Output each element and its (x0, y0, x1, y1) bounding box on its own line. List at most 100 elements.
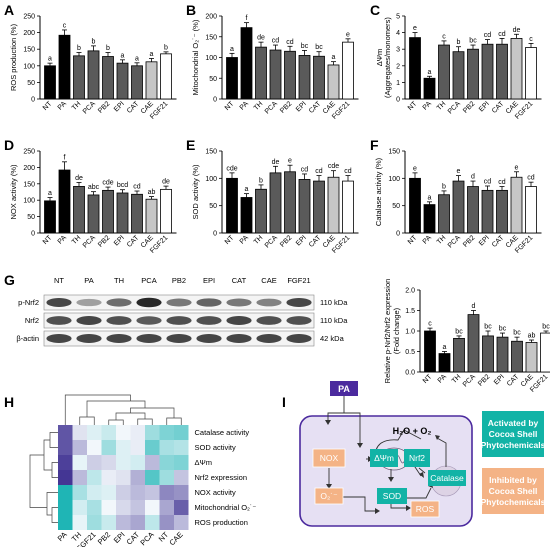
sod-label: SOD (383, 491, 401, 501)
significance-letter: de (75, 175, 83, 182)
x-tick-label: PB2 (97, 100, 111, 114)
bar-epi (481, 189, 494, 234)
heatmap-cell (159, 500, 174, 515)
bar-th (438, 194, 450, 234)
x-tick-label: PA (239, 100, 250, 111)
heatmap-cell (130, 440, 145, 455)
blot-band (46, 298, 72, 307)
bar-fgf21 (160, 53, 172, 100)
significance-letter: c (428, 321, 432, 328)
bar-cae (327, 176, 340, 234)
heatmap-cell (58, 440, 73, 455)
dendrogram-branch (166, 417, 182, 425)
dendrogram-branch (29, 454, 47, 508)
x-tick-label: PA (57, 100, 68, 111)
heatmap-cell (159, 455, 174, 470)
x-tick-label: TH (253, 100, 265, 112)
heatmap-cell (72, 470, 87, 485)
y-tick-label: 200 (205, 14, 217, 21)
y-tick-label: 100 (205, 55, 217, 62)
western-blot: NT PA TH PCA PB2 EPI CAT CAE FGF21 p-Nrf2 110 kDa N… (16, 276, 348, 347)
y-tick-label: 0 (31, 231, 35, 238)
x-tick-label: TH (451, 373, 463, 385)
blot-band (136, 334, 162, 343)
blot-lane-label: FGF21 (287, 276, 310, 285)
legend-activated-line-3: Phytochemicals (481, 440, 546, 450)
blot-band (256, 334, 282, 343)
bar-cat (131, 193, 143, 234)
y-axis-label: Relative p-Nrf2/Nrf2 expression (383, 279, 392, 384)
bar-epi (298, 55, 311, 100)
superoxide-label: O₂˙⁻ (320, 491, 338, 501)
y-tick-label: 200 (23, 165, 35, 172)
dendrogram-branch (46, 492, 58, 516)
bar-cae (510, 176, 523, 234)
significance-letter: a (230, 46, 234, 53)
y-tick-label: 150 (205, 149, 217, 156)
bar-pa (438, 353, 451, 373)
significance-letter: bcd (117, 182, 128, 189)
significance-letter: de (162, 179, 170, 186)
y-tick-label: 250 (23, 14, 35, 21)
catalase-box (428, 470, 466, 486)
x-tick-label: PA (422, 100, 433, 111)
legend-activated-line-2: Cocoa Shell (489, 429, 538, 439)
bar-nt (226, 177, 238, 234)
heatmap-cell (72, 500, 87, 515)
significance-letter: cd (272, 38, 280, 45)
y-axis-label-2: (Fold change) (392, 307, 401, 354)
blot-band (76, 316, 102, 325)
x-tick-label: CAT (308, 234, 323, 249)
blot-row-label: p-Nrf2 (18, 298, 39, 307)
heatmap-cell (87, 500, 102, 515)
panel-label-a: A (4, 2, 14, 18)
blot-size-label: 110 kDa (320, 298, 348, 307)
y-axis-label: ROS production (%) (9, 23, 18, 91)
bar-th (255, 188, 267, 234)
bar-fgf21 (160, 188, 172, 234)
x-tick-label: PCA (264, 100, 279, 115)
blot-band (166, 316, 192, 325)
y-tick-label: 250 (23, 149, 35, 156)
chart-membrane-potential: 0 1 2 3 4 5 ΔΨm (Aggregates/monomers) e NT a PA c TH b… (375, 14, 542, 121)
blot-lane-label: PA (84, 276, 93, 285)
heatmap-cell (145, 425, 160, 440)
significance-letter: a (245, 186, 249, 193)
heatmap-row-label: ΔΨm (195, 458, 213, 467)
panel-label-c: C (370, 2, 380, 18)
x-tick-label: CAT (491, 100, 506, 115)
bar-pca (452, 180, 465, 234)
x-tick-label: PCA (462, 373, 477, 388)
dendrogram-branch (79, 416, 95, 425)
significance-letter: e (457, 168, 461, 175)
panel-label-g: G (4, 272, 15, 288)
significance-letter: b (77, 45, 81, 52)
heatmap-cell (159, 425, 174, 440)
x-tick-label: TH (436, 234, 448, 246)
significance-letter: de (513, 27, 521, 34)
heatmap-col-label: EPI (112, 530, 127, 545)
x-tick-label: CAT (506, 373, 521, 388)
chart-mitochondrial-superoxide: 0 50 100 150 200 Mitochondrial O₂˙⁻ (%) a NT f PA… (191, 14, 359, 121)
panel-label-b: B (186, 2, 196, 18)
membrane-potential-label: ΔΨm (374, 453, 394, 463)
pa-box (330, 381, 358, 396)
significance-letter: cd (286, 39, 294, 46)
significance-letter: cde (226, 165, 237, 172)
bar-pb2 (467, 186, 479, 234)
chart-nox-activity: 0 50 100 150 200 250 NOX activity (%) a NT f PA de T… (9, 149, 177, 255)
significance-letter: de (272, 159, 280, 166)
x-tick-label: PCA (447, 100, 462, 115)
y-tick-label: 4 (396, 30, 400, 37)
row-dendrogram (29, 432, 58, 523)
significance-letter: bc (542, 324, 550, 331)
x-tick-label: PCA (447, 234, 462, 249)
heatmap-cell (72, 455, 87, 470)
x-tick-label: EPI (493, 373, 506, 386)
bar-fgf21 (342, 41, 354, 100)
heatmap-cell (87, 425, 102, 440)
significance-letter: bc (469, 38, 477, 45)
significance-letter: b (106, 45, 110, 52)
heatmap-row-label: Catalase activity (195, 428, 250, 437)
heatmap-cell (159, 515, 174, 530)
